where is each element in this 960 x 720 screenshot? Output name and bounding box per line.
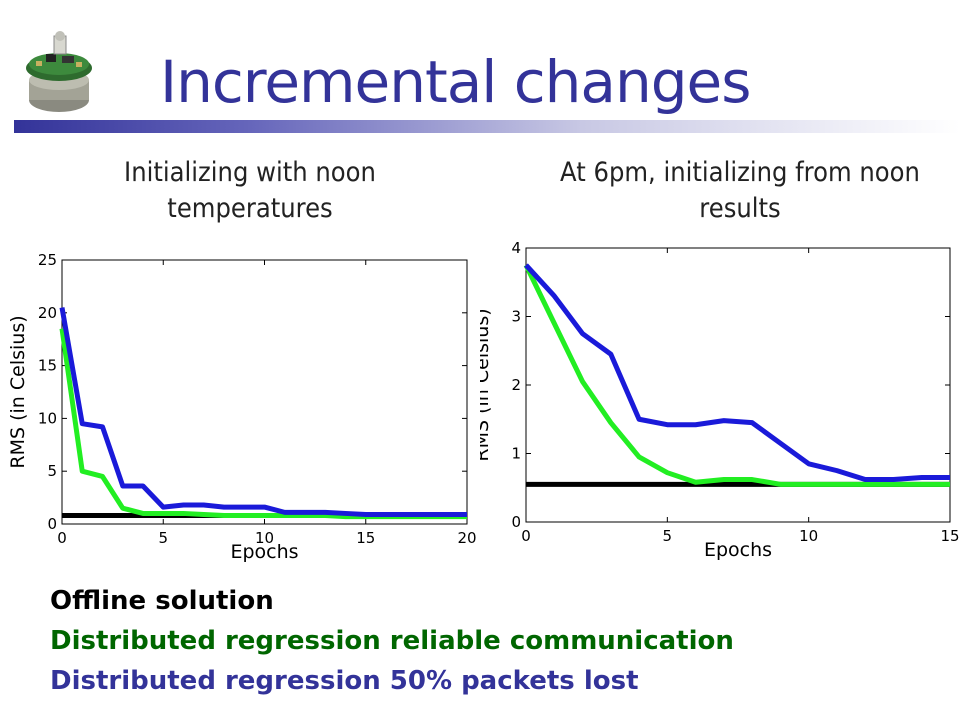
x-tick-label: 5	[663, 527, 673, 545]
y-tick-label: 25	[38, 251, 57, 269]
x-tick-label: 0	[521, 527, 531, 545]
chart-right: 0 5 10 15 0 1 2 3 4 Epochs RMS (in Celsius)	[480, 239, 960, 561]
legend-reliable: Distributed regression reliable communic…	[50, 626, 734, 656]
y-tick-label: 0	[47, 515, 57, 533]
y-tick-label: 0	[511, 513, 521, 531]
x-tick-label: 10	[255, 529, 274, 547]
x-tick-label: 15	[356, 529, 375, 547]
series-lossy-line	[59, 307, 467, 517]
chart-right-subtitle: At 6pm, initializing from noon results	[560, 157, 920, 224]
y-tick-label: 3	[511, 308, 521, 326]
legend-offline: Offline solution	[50, 586, 274, 616]
x-axis-label: Epochs	[704, 539, 772, 561]
chart-left-subtitle: Initializing with noon temperatures	[124, 157, 376, 224]
x-axis-label: Epochs	[230, 541, 298, 563]
y-tick-label: 10	[38, 409, 57, 427]
y-tick-label: 1	[511, 445, 521, 463]
y-tick-label: 15	[38, 357, 57, 375]
series-reliable-line	[523, 264, 950, 487]
legend-lossy: Distributed regression 50% packets lost	[50, 666, 639, 696]
slide-title: Incremental changes	[160, 48, 751, 116]
y-tick-label: 2	[511, 376, 521, 394]
x-tick-label: 0	[57, 529, 67, 547]
y-axis-label: RMS (in Celsius)	[7, 315, 29, 468]
y-axis-label: RMS (in Celsius)	[480, 308, 493, 461]
x-tick-label: 15	[940, 527, 959, 545]
sensor-mote-logo	[26, 31, 92, 112]
title-divider	[14, 120, 960, 133]
x-tick-label: 20	[457, 529, 476, 547]
x-tick-label: 10	[799, 527, 818, 545]
chart-left: 0 5 10 15 20 0 5 10 15 20 25 Epochs RMS (in Celsius)	[7, 251, 477, 563]
y-tick-label: 5	[47, 462, 57, 480]
y-tick-label: 20	[38, 304, 57, 322]
y-tick-label: 4	[511, 239, 521, 257]
series-lossy-line	[524, 263, 950, 483]
x-tick-label: 5	[158, 529, 168, 547]
